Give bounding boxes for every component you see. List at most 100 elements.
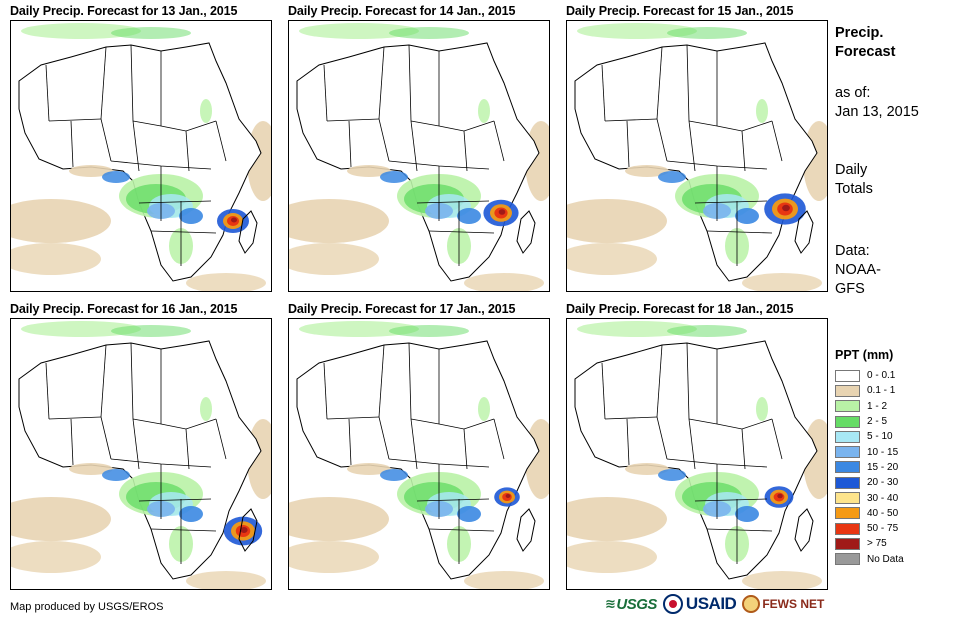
precip-area	[179, 208, 203, 224]
side-title-line1: Precip.	[835, 25, 884, 41]
africa-map	[567, 321, 827, 589]
precip-area	[567, 497, 667, 541]
panel-title: Daily Precip. Forecast for 14 Jan., 2015	[288, 4, 516, 18]
precip-area	[567, 199, 667, 243]
precip-area	[464, 571, 544, 589]
country-border	[323, 362, 328, 420]
country-border	[626, 120, 630, 168]
precip-area	[756, 397, 768, 421]
country-border	[100, 416, 112, 460]
country-border	[688, 120, 718, 127]
precip-area	[567, 541, 657, 573]
legend-swatch	[835, 537, 860, 550]
panel-title: Daily Precip. Forecast for 15 Jan., 2015	[566, 4, 794, 18]
as-of-label: as of:	[835, 85, 871, 101]
legend-item: 0.1 - 1	[835, 383, 904, 398]
logo-strip: ≋ USGS USAID FEWS NET	[605, 594, 824, 614]
legend-item: 10 - 15	[835, 444, 904, 459]
precip-area	[11, 243, 101, 275]
country-border	[686, 342, 690, 420]
legend-label: No Data	[867, 553, 904, 565]
precip-map	[288, 318, 550, 590]
country-border	[132, 120, 162, 127]
precip-area	[735, 208, 759, 224]
country-border	[215, 120, 227, 162]
country-border	[408, 44, 412, 122]
country-border	[348, 120, 352, 168]
precip-area	[567, 243, 657, 275]
precip-area	[111, 27, 191, 39]
legend-item: 50 - 75	[835, 521, 904, 536]
precip-area	[742, 273, 822, 291]
legend-item: > 75	[835, 536, 904, 551]
precip-area	[756, 99, 768, 123]
country-border	[656, 118, 668, 162]
country-border	[130, 44, 134, 122]
legend-item: 30 - 40	[835, 490, 904, 505]
country-border	[100, 118, 112, 162]
legend-item: 15 - 20	[835, 460, 904, 475]
legend-label: 5 - 10	[867, 431, 893, 443]
precip-area	[289, 541, 379, 573]
panel-title: Daily Precip. Forecast for 13 Jan., 2015	[10, 4, 238, 18]
fews-net-logo: FEWS NET	[742, 595, 824, 613]
country-border	[463, 428, 468, 470]
country-border	[771, 418, 783, 460]
legend-item: 20 - 30	[835, 475, 904, 490]
country-border	[463, 130, 468, 172]
country-border	[378, 46, 385, 120]
africa-map	[11, 23, 271, 291]
precip-area	[11, 497, 111, 541]
country-border	[656, 344, 663, 418]
as-of-date: Jan 13, 2015	[835, 104, 919, 120]
precip-area	[111, 325, 191, 337]
precip-area	[667, 27, 747, 39]
precip-area	[464, 273, 544, 291]
country-border	[656, 46, 663, 120]
precip-area	[457, 506, 481, 522]
madagascar-outline	[516, 210, 536, 254]
precip-area	[240, 527, 248, 533]
country-border	[428, 230, 495, 234]
country-border	[323, 64, 328, 122]
precip-area	[577, 23, 697, 39]
legend-title: PPT (mm)	[835, 348, 894, 362]
precip-area	[505, 494, 511, 498]
legend-label: > 75	[867, 538, 887, 550]
country-border	[416, 200, 490, 204]
precip-area	[347, 463, 391, 475]
legend-label: 30 - 40	[867, 492, 899, 504]
country-border	[410, 120, 440, 127]
precip-area	[289, 199, 389, 243]
country-border	[45, 64, 50, 122]
madagascar-outline	[238, 210, 258, 254]
country-border	[416, 498, 490, 502]
precip-area	[102, 469, 130, 481]
precip-area	[658, 171, 686, 183]
precip-map	[10, 20, 272, 292]
country-border	[132, 418, 140, 470]
country-border	[410, 418, 418, 470]
precip-area	[11, 541, 101, 573]
precip-area	[21, 321, 141, 337]
legend-label: 2 - 5	[867, 416, 888, 428]
precip-area	[498, 209, 506, 215]
country-border	[694, 498, 768, 502]
legend-label: 0 - 0.1	[867, 370, 896, 382]
legend-label: 20 - 30	[867, 477, 899, 489]
data-source-line1: Data:	[835, 243, 870, 259]
precip-area	[478, 397, 490, 421]
country-border	[694, 200, 768, 204]
precip-area	[299, 321, 419, 337]
country-border	[686, 44, 690, 122]
totals-line2: Totals	[835, 181, 873, 197]
legend-item: 2 - 5	[835, 414, 904, 429]
legend-item: 5 - 10	[835, 429, 904, 444]
legend-swatch	[835, 430, 860, 443]
fews-seal-icon	[742, 595, 761, 613]
country-border	[326, 118, 380, 122]
legend-label: 40 - 50	[867, 507, 899, 519]
madagascar-outline	[794, 210, 814, 254]
precip-area	[69, 165, 113, 177]
precip-area	[347, 165, 391, 177]
